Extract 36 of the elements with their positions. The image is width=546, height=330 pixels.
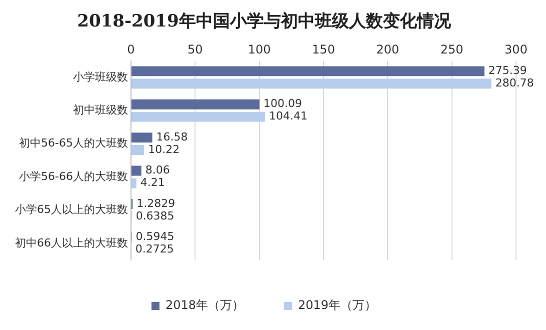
data-label: 0.2725: [135, 242, 174, 256]
x-tick-label: 200: [376, 42, 400, 57]
y-tick-label: 小学56-66人的大班数: [19, 170, 128, 183]
x-tick-label: 250: [440, 42, 464, 57]
bar: [131, 78, 492, 89]
data-label: 280.78: [495, 76, 534, 90]
data-label: 275.39: [488, 64, 527, 78]
data-label: 8.06: [145, 164, 170, 177]
y-tick-label: 初中66人以上的大班数: [14, 236, 128, 250]
bar: [131, 99, 260, 110]
bar: [131, 112, 265, 122]
legend-label: 2018年（万）: [165, 298, 244, 312]
bar: [131, 66, 484, 76]
y-tick-label: 初中班级数: [72, 103, 128, 116]
y-tick-label: 小学65人以上的大班数: [14, 203, 128, 216]
bar: [131, 145, 144, 156]
chart-title: 2018-2019年中国小学与初中班级人数变化情况: [77, 12, 452, 32]
y-tick-label: 小学班级数: [72, 70, 128, 84]
data-label: 0.6385: [136, 209, 174, 222]
x-tick-label: 50: [188, 42, 203, 57]
x-tick-label: 0: [127, 42, 135, 57]
legend-label: 2019年（万）: [298, 298, 377, 312]
bar: [131, 166, 142, 176]
data-label: 4.21: [140, 176, 165, 190]
data-label: 100.09: [263, 97, 302, 110]
x-tick-label: 150: [312, 42, 335, 57]
bar: [131, 132, 152, 143]
bar: [131, 178, 136, 188]
data-label: 1.2829: [136, 196, 176, 210]
x-tick-label: 100: [248, 42, 271, 57]
data-label: 104.41: [268, 110, 308, 123]
data-label: 16.58: [156, 130, 188, 144]
x-tick-label: 300: [504, 42, 528, 57]
data-label: 0.5945: [136, 230, 174, 244]
y-tick-label: 初中56-65人的大班数: [19, 136, 128, 150]
data-label: 10.22: [148, 142, 180, 156]
